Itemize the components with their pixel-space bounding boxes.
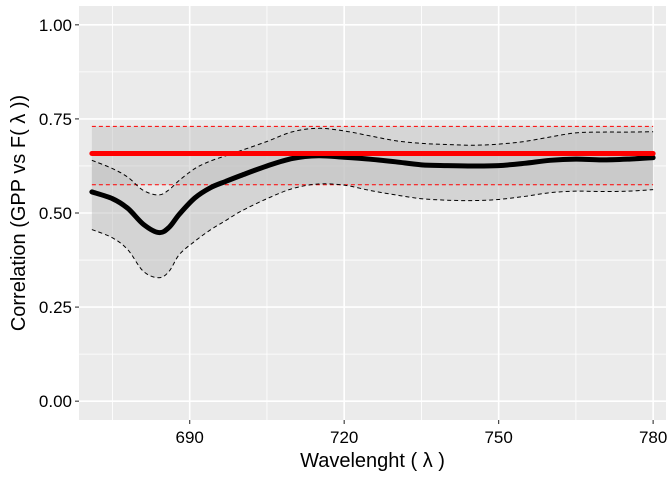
upper-bound-line — [91, 127, 654, 196]
y-tick-label: 0.75 — [39, 110, 72, 129]
lines — [89, 125, 656, 279]
y-tick-label: 1.00 — [39, 16, 72, 35]
x-tick-label: 690 — [176, 428, 204, 447]
lower-bound-line — [91, 183, 654, 279]
y-tick-label: 0.50 — [39, 204, 72, 223]
x-axis-title: Wavelenght ( λ ) — [300, 450, 445, 472]
x-tick-label: 750 — [484, 428, 512, 447]
y-tick-label: 0.25 — [39, 298, 72, 317]
y-tick-label: 0.00 — [39, 392, 72, 411]
y-axis-title: Correlation (GPP vs F( λ )) — [8, 95, 30, 331]
grid-major — [79, 6, 666, 420]
axes: 690 720 750 780 0.00 0.25 0.50 0.75 1.00 — [39, 16, 667, 447]
x-tick-label: 720 — [330, 428, 358, 447]
x-tick-label: 780 — [639, 428, 667, 447]
